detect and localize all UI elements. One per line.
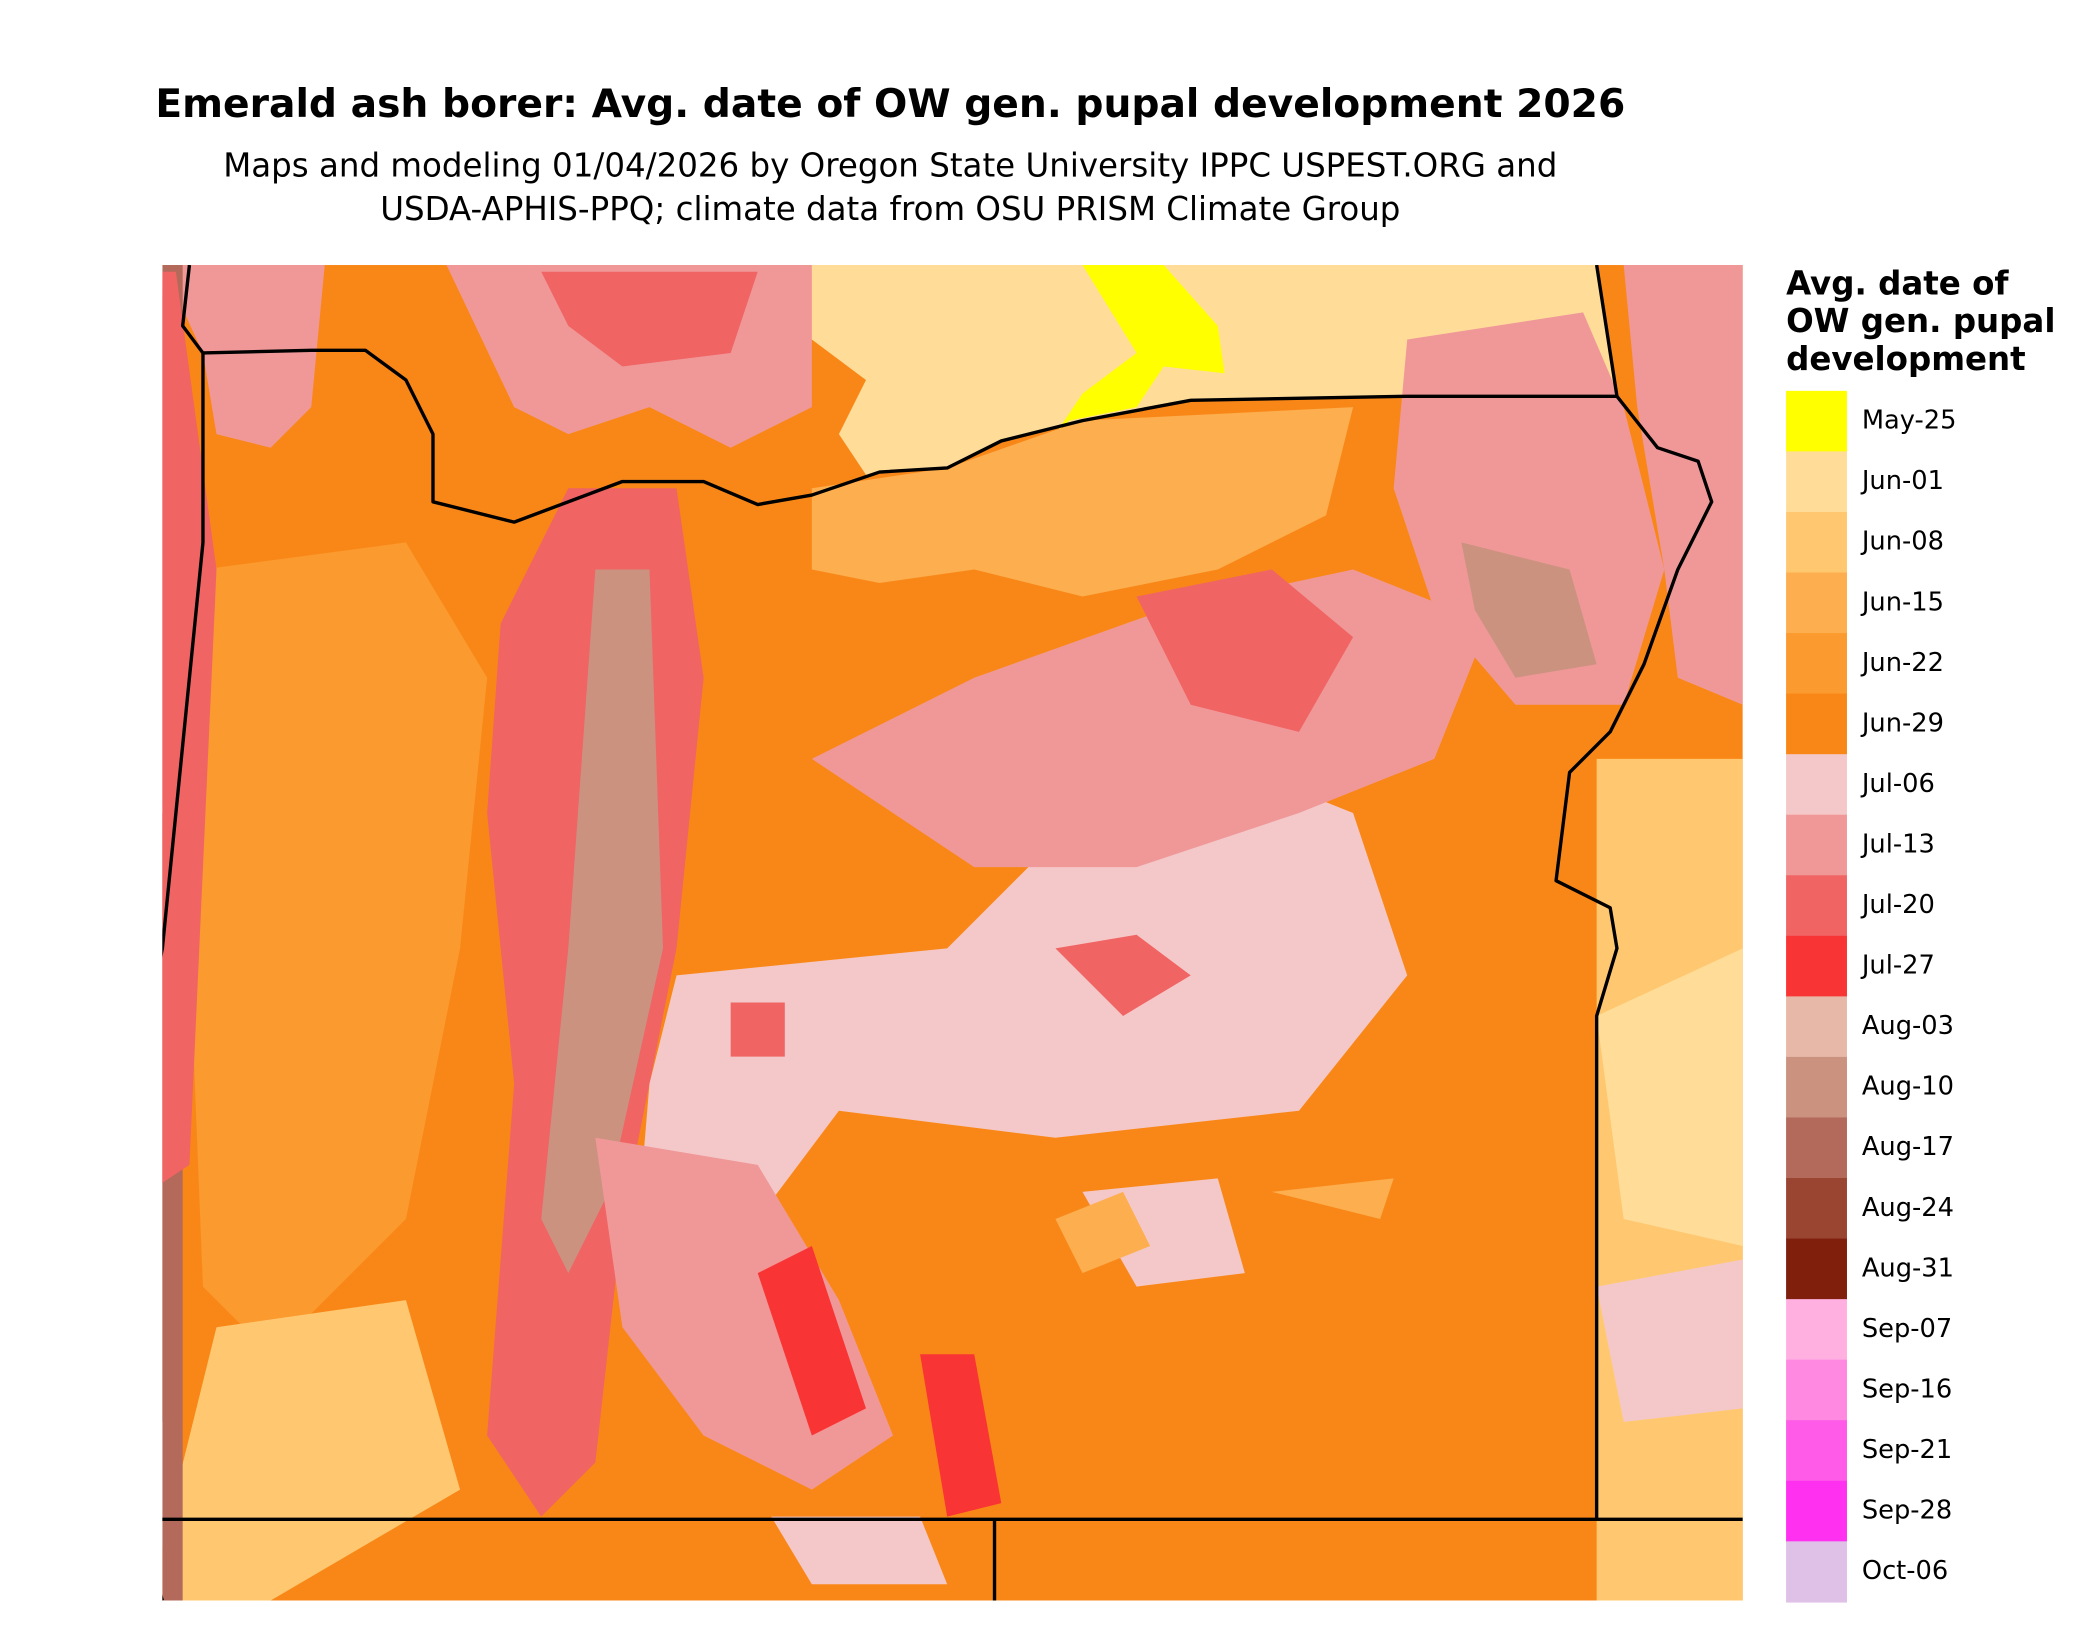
legend-swatch — [1786, 996, 1847, 1058]
legend-swatch — [1786, 451, 1847, 513]
legend-label: Jul-27 — [1860, 951, 1935, 981]
legend-swatch — [1786, 1541, 1847, 1603]
title: Emerald ash borer: Avg. date of OW gen. … — [155, 82, 1625, 127]
legend-label: Oct-06 — [1862, 1556, 1948, 1586]
legend-label: Aug-10 — [1862, 1072, 1954, 1102]
legend-swatch — [1786, 1117, 1847, 1179]
legend-label: Jul-06 — [1860, 769, 1935, 799]
legend-swatch — [1786, 935, 1847, 998]
legend-swatch — [1786, 1178, 1847, 1240]
legend-label: Jun-22 — [1860, 648, 1944, 678]
legend-swatch — [1786, 1480, 1847, 1543]
legend-label: Aug-03 — [1862, 1011, 1954, 1041]
legend-label: Jul-20 — [1860, 890, 1935, 920]
legend-label: Jun-08 — [1860, 527, 1944, 557]
legend-swatch — [1786, 390, 1847, 453]
legend-swatch — [1786, 1238, 1847, 1300]
legend-label: Aug-24 — [1862, 1193, 1954, 1223]
legend-label: May-25 — [1862, 406, 1957, 436]
legend-swatch — [1786, 1056, 1847, 1119]
legend-label: Jun-29 — [1860, 708, 1944, 738]
map — [162, 265, 1743, 1601]
legend-label: Aug-31 — [1862, 1253, 1954, 1283]
legend-title: development — [1786, 340, 2026, 378]
legend-label: Sep-21 — [1862, 1435, 1952, 1465]
legend-swatch — [1786, 1359, 1847, 1421]
legend-swatch — [1786, 511, 1847, 574]
legend-swatch — [1786, 572, 1847, 634]
legend-swatch — [1786, 1299, 1847, 1361]
legend-label: Sep-16 — [1862, 1374, 1952, 1404]
legend-title: Avg. date of — [1786, 264, 2009, 302]
legend-label: Jul-13 — [1860, 829, 1935, 859]
legend-swatch — [1786, 814, 1847, 876]
legend-label: Aug-17 — [1862, 1132, 1954, 1162]
legend-swatch — [1786, 1420, 1847, 1482]
legend-swatch — [1786, 754, 1847, 816]
legend-label: Jun-01 — [1860, 466, 1944, 496]
legend-swatch — [1786, 693, 1847, 755]
legend-label: Jun-15 — [1860, 587, 1944, 617]
legend-swatch — [1786, 875, 1847, 937]
legend-swatch — [1786, 633, 1847, 695]
legend-label: Sep-28 — [1862, 1496, 1952, 1526]
subtitle: Maps and modeling 01/04/2026 by Oregon S… — [223, 147, 1557, 185]
legend-label: Sep-07 — [1862, 1314, 1952, 1344]
subtitle: USDA-APHIS-PPQ; climate data from OSU PR… — [380, 190, 1400, 228]
legend-title: OW gen. pupal — [1786, 302, 2055, 340]
